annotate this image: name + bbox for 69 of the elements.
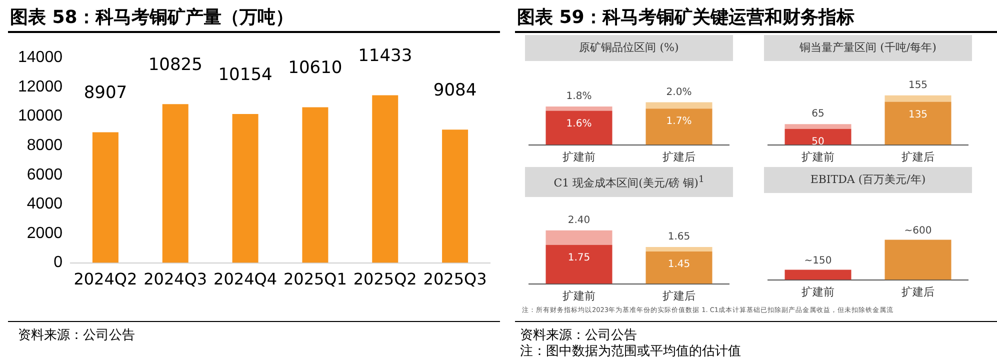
data-label: 1.7% xyxy=(666,116,692,128)
y-tick-label: 12000 xyxy=(18,78,63,96)
bar xyxy=(442,130,468,263)
data-label: 11433 xyxy=(358,46,412,66)
x-tick-label: 扩建前 xyxy=(562,150,596,164)
total-label: 2.0% xyxy=(666,86,692,98)
bar xyxy=(784,128,852,145)
y-tick-label: 4000 xyxy=(26,196,63,213)
chart-title: 铜当量产量区间 (千吨/每年) xyxy=(764,35,972,61)
bar xyxy=(232,114,258,263)
x-tick-label: 2025Q1 xyxy=(283,270,347,289)
bar xyxy=(884,95,952,102)
bar xyxy=(546,106,612,111)
y-tick-label: 0 xyxy=(54,254,63,272)
x-tick-label: 2025Q3 xyxy=(423,270,487,289)
chart-title: EBITDA (百万美元/年) xyxy=(764,167,972,193)
bar xyxy=(302,107,328,263)
x-tick-label: 2024Q4 xyxy=(214,270,278,289)
chart-title: 图表 58：科马考铜矿产量（万吨） xyxy=(10,6,294,29)
bar xyxy=(646,108,712,145)
y-tick-label: 14000 xyxy=(18,49,63,66)
bar xyxy=(646,251,712,284)
total-label: 65 xyxy=(812,108,824,120)
bar xyxy=(546,230,612,244)
total-label: 2.40 xyxy=(568,214,590,226)
bar xyxy=(884,102,952,145)
bar xyxy=(92,132,118,263)
data-label: ~150 xyxy=(804,255,832,266)
y-tick-label: 2000 xyxy=(26,224,63,242)
x-tick-label: 扩建后 xyxy=(902,150,934,164)
text: 资料来源：公司公告 xyxy=(18,327,135,344)
bar xyxy=(546,110,612,145)
data-label: 50 xyxy=(812,136,824,148)
bar xyxy=(162,104,188,263)
chart-title: C1 现金成本区间(美元/磅 铜)$^{1}$ xyxy=(525,167,733,197)
bar xyxy=(646,102,712,109)
y-tick-label: 6000 xyxy=(26,166,63,184)
bar xyxy=(546,244,612,284)
x-tick-label: 扩建前 xyxy=(562,288,596,302)
data-label: 10825 xyxy=(148,55,202,76)
text: 资料来源：公司公告 xyxy=(520,327,637,344)
y-tick-label: 10000 xyxy=(18,108,63,125)
data-label: 10154 xyxy=(218,64,272,85)
data-label: 9084 xyxy=(433,80,477,101)
chart-title: 原矿铜品位区间 (%) xyxy=(525,35,733,61)
x-tick-label: 扩建后 xyxy=(662,150,696,164)
bar xyxy=(646,246,712,252)
text: 注：图中数据为范围或平均值的估计值 xyxy=(520,343,741,359)
text: 图表 59：科马考铜矿关键运营和财务指标 xyxy=(517,6,854,29)
total-label: 155 xyxy=(908,80,928,91)
data-label: 135 xyxy=(908,109,928,120)
data-label: ~600 xyxy=(904,225,932,236)
total-label: 1.65 xyxy=(668,231,690,242)
bar xyxy=(372,95,398,263)
total-label: 1.8% xyxy=(566,91,592,102)
x-tick-label: 扩建后 xyxy=(902,285,934,298)
x-tick-label: 2025Q2 xyxy=(353,270,417,289)
data-label: 1.45 xyxy=(668,258,690,270)
data-label: 1.75 xyxy=(568,252,590,264)
data-label: 8907 xyxy=(84,83,128,104)
data-label: 10610 xyxy=(288,58,342,78)
x-tick-label: 扩建前 xyxy=(802,285,834,298)
data-label: 1.6% xyxy=(566,118,592,130)
x-tick-label: 扩建后 xyxy=(662,288,696,302)
x-tick-label: 扩建前 xyxy=(802,150,834,164)
y-tick-label: 8000 xyxy=(26,136,63,154)
x-tick-label: 2024Q3 xyxy=(144,270,208,289)
x-tick-label: 2024Q2 xyxy=(74,270,138,289)
bar xyxy=(784,124,852,129)
